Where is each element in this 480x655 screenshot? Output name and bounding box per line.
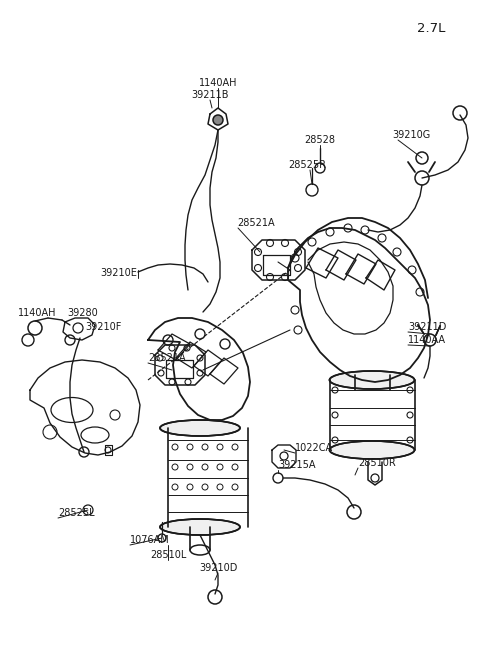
Text: 1022CA: 1022CA: [295, 443, 333, 453]
Text: 39210F: 39210F: [85, 322, 121, 332]
Text: 39211D: 39211D: [408, 322, 446, 332]
Text: 1140AH: 1140AH: [18, 308, 57, 318]
Text: 39211B: 39211B: [191, 90, 229, 100]
Text: 2.7L: 2.7L: [417, 22, 445, 35]
Ellipse shape: [160, 519, 240, 535]
Text: 28521A: 28521A: [148, 353, 186, 363]
Text: 39215A: 39215A: [278, 460, 315, 470]
Text: 28510R: 28510R: [358, 458, 396, 468]
Text: 28525R: 28525R: [288, 160, 326, 170]
Ellipse shape: [329, 441, 415, 459]
Text: 1140AH: 1140AH: [199, 78, 237, 88]
Text: 28510L: 28510L: [150, 550, 186, 560]
Text: 28521A: 28521A: [237, 218, 275, 228]
Ellipse shape: [329, 371, 415, 389]
Text: 28528: 28528: [304, 135, 336, 145]
Text: 1140AA: 1140AA: [408, 335, 446, 345]
Text: 39210E: 39210E: [100, 268, 137, 278]
Ellipse shape: [160, 420, 240, 436]
Text: 39280: 39280: [67, 308, 98, 318]
Text: 39210D: 39210D: [199, 563, 237, 573]
Text: 28525L: 28525L: [58, 508, 95, 518]
Text: 39210G: 39210G: [392, 130, 430, 140]
Text: 1076AM: 1076AM: [130, 535, 170, 545]
Circle shape: [213, 115, 223, 125]
